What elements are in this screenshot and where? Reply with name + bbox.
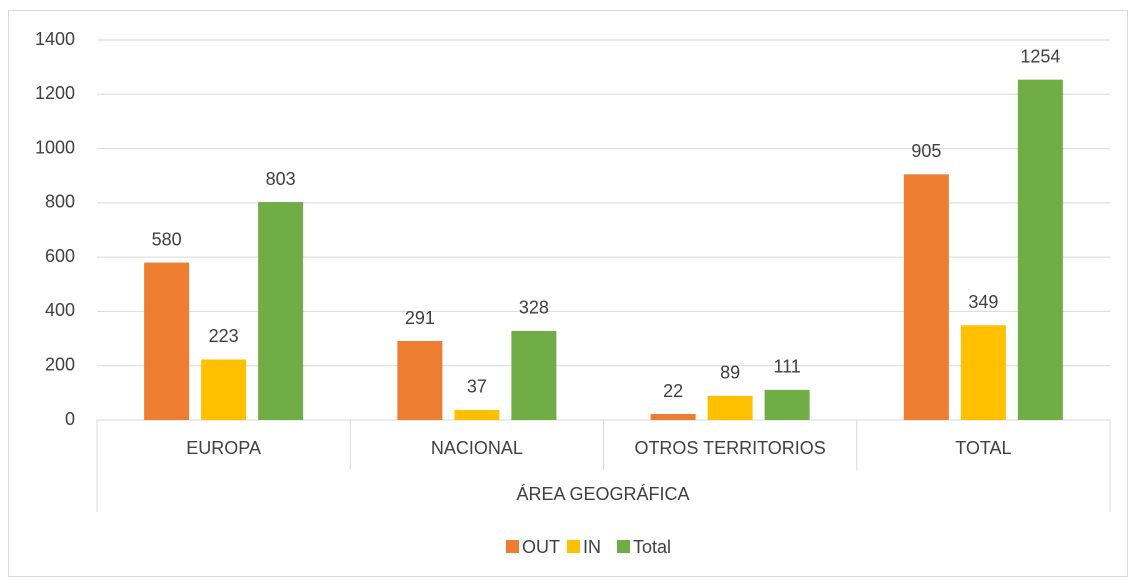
x-tick-label: EUROPA <box>186 438 261 458</box>
y-tick-label: 1400 <box>35 29 75 49</box>
data-label: 291 <box>405 308 435 328</box>
bar <box>764 389 810 420</box>
data-label: 349 <box>968 292 998 312</box>
y-tick-label: 1000 <box>35 137 75 157</box>
data-label: 905 <box>911 141 941 161</box>
data-label: 89 <box>720 363 740 383</box>
legend-label: OUT <box>522 537 560 557</box>
data-label: 223 <box>209 326 239 346</box>
bar <box>960 325 1006 420</box>
bar <box>454 409 500 420</box>
y-tick-label: 600 <box>45 246 75 266</box>
bar <box>650 414 696 420</box>
x-tick-label: NACIONAL <box>431 438 523 458</box>
data-label: 22 <box>663 381 683 401</box>
bar <box>258 202 304 420</box>
legend-label: IN <box>583 537 601 557</box>
data-label: 37 <box>467 377 487 397</box>
legend-swatch <box>567 540 580 553</box>
data-label: 111 <box>773 357 800 377</box>
y-tick-label: 200 <box>45 354 75 374</box>
bar <box>707 395 753 420</box>
bar <box>903 174 949 420</box>
x-tick-label: TOTAL <box>955 438 1011 458</box>
y-tick-label: 800 <box>45 192 75 212</box>
y-tick-label: 0 <box>65 409 75 429</box>
x-axis-title: ÁREA GEOGRÁFICA <box>516 484 689 504</box>
y-tick-label: 1200 <box>35 83 75 103</box>
legend-swatch <box>506 540 519 553</box>
bar <box>511 330 557 420</box>
legend-label: Total <box>633 537 671 557</box>
bar <box>397 341 443 420</box>
y-tick-label: 400 <box>45 300 75 320</box>
data-label: 580 <box>152 229 182 249</box>
bar <box>1017 79 1063 420</box>
data-label: 803 <box>266 169 296 189</box>
bar <box>201 359 247 420</box>
x-tick-label: OTROS TERRITORIOS <box>634 438 825 458</box>
data-label: 1254 <box>1020 46 1060 66</box>
legend-swatch <box>617 540 630 553</box>
bar <box>144 262 190 420</box>
data-label: 328 <box>519 298 549 318</box>
